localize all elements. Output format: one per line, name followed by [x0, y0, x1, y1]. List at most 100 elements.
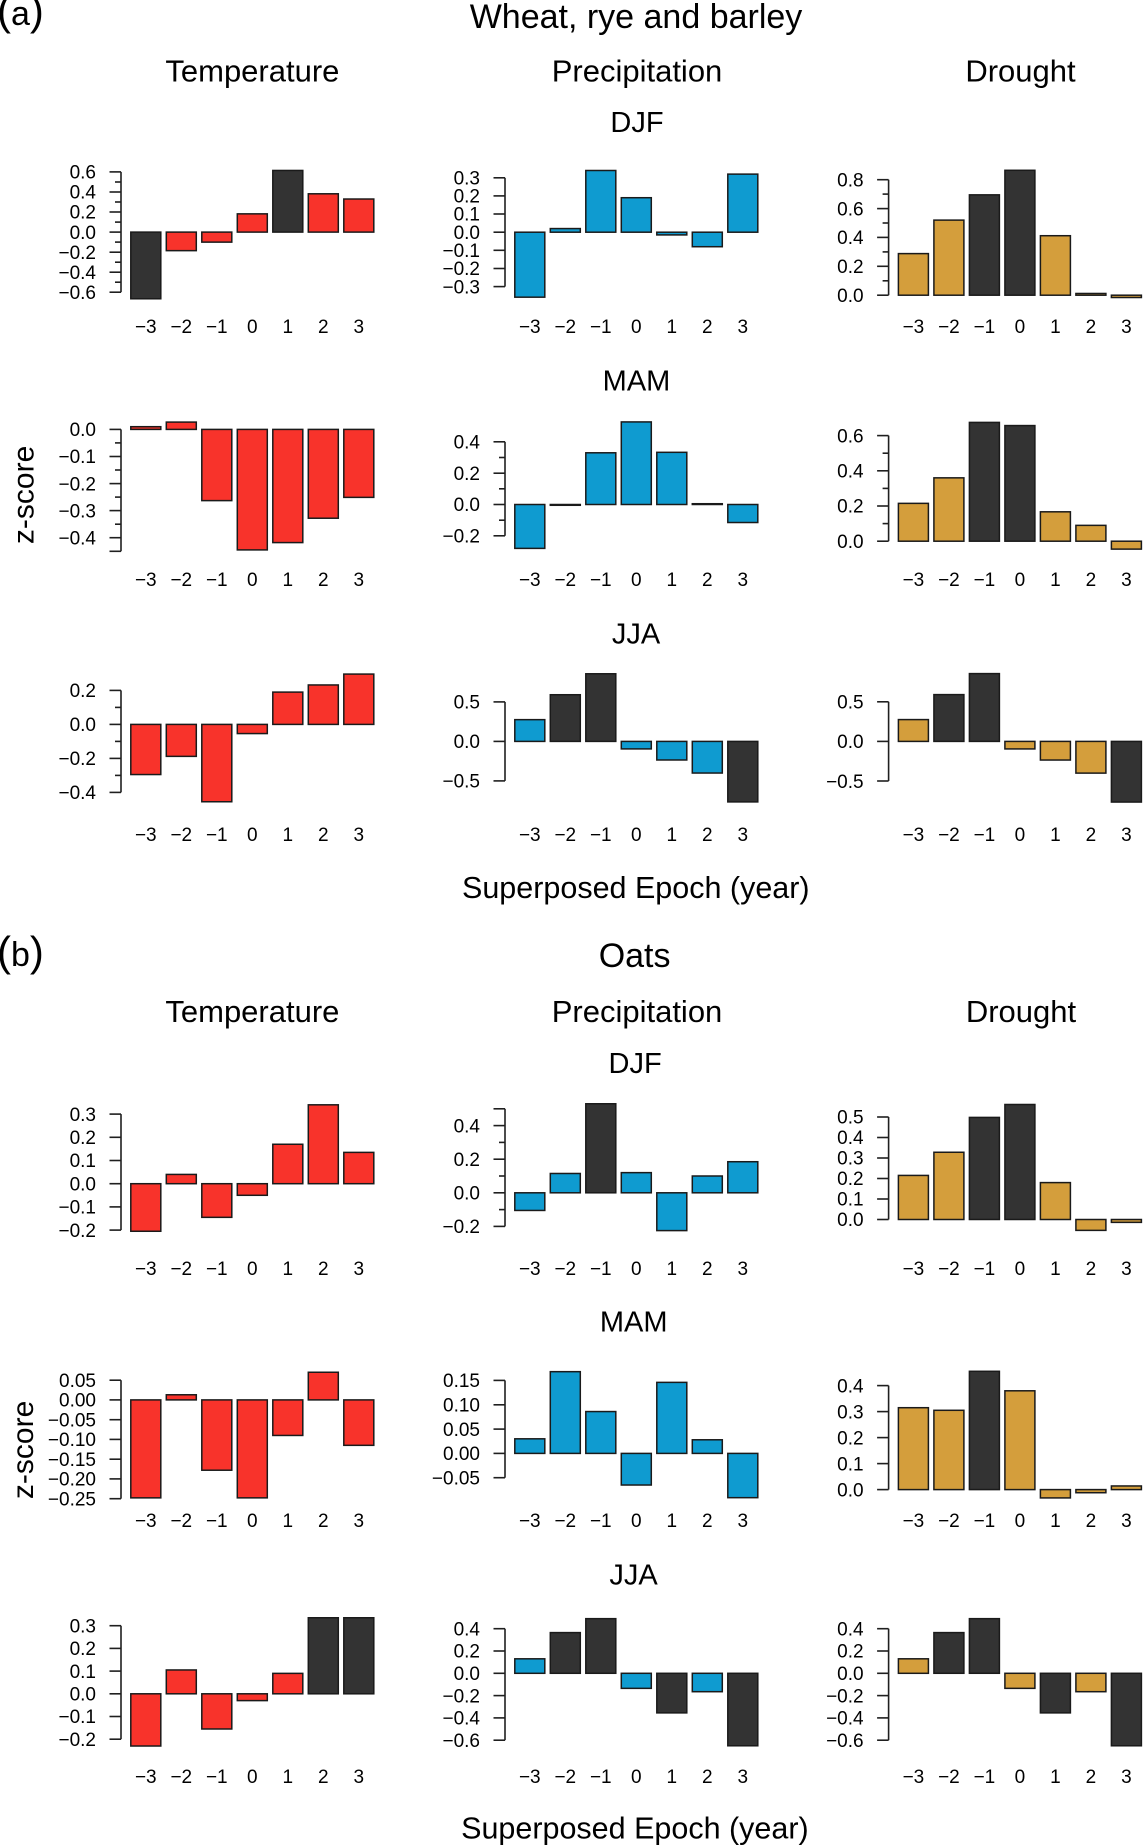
svg-text:1: 1 [1050, 317, 1061, 338]
svg-text:−2: −2 [554, 570, 576, 591]
svg-text:3: 3 [1121, 1767, 1132, 1788]
svg-text:3: 3 [1121, 825, 1132, 846]
svg-text:0.1: 0.1 [70, 1662, 96, 1683]
svg-text:Drought: Drought [965, 54, 1076, 89]
svg-text:−1: −1 [590, 1259, 612, 1280]
svg-text:0.0: 0.0 [454, 1664, 480, 1685]
svg-text:−1: −1 [590, 570, 612, 591]
svg-text:−0.4: −0.4 [442, 1709, 480, 1730]
svg-text:0.0: 0.0 [837, 1210, 863, 1231]
svg-text:−0.2: −0.2 [442, 259, 480, 280]
svg-text:0.0: 0.0 [70, 715, 96, 736]
svg-text:Superposed Epoch (year): Superposed Epoch (year) [462, 871, 810, 905]
svg-text:0: 0 [1015, 317, 1026, 338]
svg-text:Drought: Drought [966, 994, 1077, 1029]
svg-text:−0.2: −0.2 [58, 474, 96, 495]
svg-text:−0.05: −0.05 [48, 1410, 96, 1431]
svg-text:2: 2 [1086, 1767, 1097, 1788]
svg-text:−2: −2 [170, 825, 192, 846]
svg-text:0.2: 0.2 [454, 187, 480, 208]
svg-text:2: 2 [1086, 1259, 1097, 1280]
svg-text:0: 0 [1015, 825, 1026, 846]
svg-text:1: 1 [667, 825, 678, 846]
svg-text:0.00: 0.00 [59, 1391, 96, 1412]
svg-text:0.3: 0.3 [837, 1402, 863, 1423]
svg-text:−0.10: −0.10 [48, 1430, 96, 1451]
svg-text:JJA: JJA [612, 618, 661, 650]
svg-text:−3: −3 [135, 317, 157, 338]
svg-text:−0.25: −0.25 [48, 1489, 96, 1510]
svg-text:−1: −1 [974, 1767, 996, 1788]
svg-text:0.2: 0.2 [837, 1642, 863, 1663]
svg-text:1: 1 [667, 317, 678, 338]
svg-text:−1: −1 [206, 1511, 228, 1532]
svg-text:−3: −3 [903, 570, 925, 591]
svg-text:0.0: 0.0 [70, 1685, 96, 1706]
svg-text:0.1: 0.1 [70, 1151, 96, 1172]
svg-text:−0.6: −0.6 [442, 1731, 480, 1752]
svg-text:Temperature: Temperature [165, 994, 339, 1029]
svg-text:−3: −3 [519, 1259, 541, 1280]
svg-text:−2: −2 [938, 1767, 960, 1788]
svg-text:−3: −3 [519, 825, 541, 846]
svg-text:−3: −3 [135, 1511, 157, 1532]
svg-text:0: 0 [1015, 1767, 1026, 1788]
svg-text:−2: −2 [170, 570, 192, 591]
svg-text:0: 0 [247, 1259, 258, 1280]
svg-text:−0.05: −0.05 [432, 1468, 480, 1489]
svg-text:−3: −3 [519, 570, 541, 591]
svg-text:0.1: 0.1 [837, 1454, 863, 1475]
svg-text:0.8: 0.8 [837, 170, 863, 191]
svg-text:0.4: 0.4 [454, 1116, 481, 1137]
svg-text:0.10: 0.10 [443, 1396, 480, 1417]
svg-text:0.0: 0.0 [454, 495, 480, 516]
svg-text:3: 3 [354, 1259, 365, 1280]
svg-text:0: 0 [1015, 570, 1026, 591]
svg-text:JJA: JJA [609, 1559, 658, 1591]
svg-text:−3: −3 [135, 570, 157, 591]
svg-text:0.4: 0.4 [70, 183, 97, 204]
svg-text:0: 0 [631, 825, 642, 846]
svg-text:DJF: DJF [609, 1048, 662, 1080]
svg-text:Precipitation: Precipitation [552, 994, 723, 1029]
svg-text:0.0: 0.0 [454, 223, 480, 244]
svg-text:0.1: 0.1 [837, 1190, 863, 1211]
svg-text:0: 0 [631, 1511, 642, 1532]
svg-text:−0.2: −0.2 [58, 749, 96, 770]
svg-text:0.4: 0.4 [454, 433, 481, 454]
svg-text:3: 3 [1121, 1511, 1132, 1532]
svg-text:0.5: 0.5 [837, 693, 863, 714]
svg-text:1: 1 [667, 1259, 678, 1280]
svg-text:0: 0 [247, 825, 258, 846]
svg-text:2: 2 [318, 1511, 329, 1532]
svg-text:−2: −2 [554, 1767, 576, 1788]
svg-text:0.05: 0.05 [443, 1420, 480, 1441]
svg-text:0: 0 [631, 1767, 642, 1788]
svg-text:−3: −3 [903, 317, 925, 338]
svg-text:1: 1 [283, 825, 294, 846]
svg-text:0.0: 0.0 [837, 1480, 863, 1501]
svg-text:1: 1 [1050, 1767, 1061, 1788]
svg-text:1: 1 [1050, 570, 1061, 591]
svg-text:−0.3: −0.3 [58, 501, 96, 522]
svg-text:−2: −2 [938, 1511, 960, 1532]
svg-text:0: 0 [631, 570, 642, 591]
svg-text:−0.2: −0.2 [442, 1686, 480, 1707]
svg-text:3: 3 [354, 317, 365, 338]
svg-text:0.2: 0.2 [454, 464, 480, 485]
svg-text:Oats: Oats [599, 937, 671, 975]
svg-text:1: 1 [283, 1767, 294, 1788]
svg-text:0.2: 0.2 [454, 1150, 480, 1171]
svg-text:2: 2 [702, 1259, 713, 1280]
svg-text:2: 2 [318, 570, 329, 591]
svg-text:z-score: z-score [7, 1401, 40, 1499]
svg-text:MAM: MAM [603, 366, 671, 398]
svg-text:(a): (a) [0, 0, 44, 34]
svg-text:2: 2 [702, 570, 713, 591]
svg-text:3: 3 [354, 570, 365, 591]
svg-text:0.0: 0.0 [837, 532, 863, 553]
svg-text:−0.6: −0.6 [58, 283, 96, 304]
svg-text:−0.2: −0.2 [442, 1217, 480, 1238]
svg-text:−2: −2 [554, 1511, 576, 1532]
svg-text:1: 1 [283, 1259, 294, 1280]
